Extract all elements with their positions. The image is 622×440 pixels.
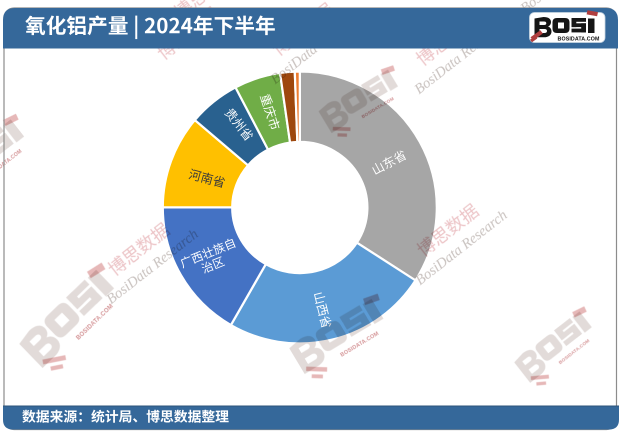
- svg-text:BOSIDATA.COM: BOSIDATA.COM: [558, 37, 600, 43]
